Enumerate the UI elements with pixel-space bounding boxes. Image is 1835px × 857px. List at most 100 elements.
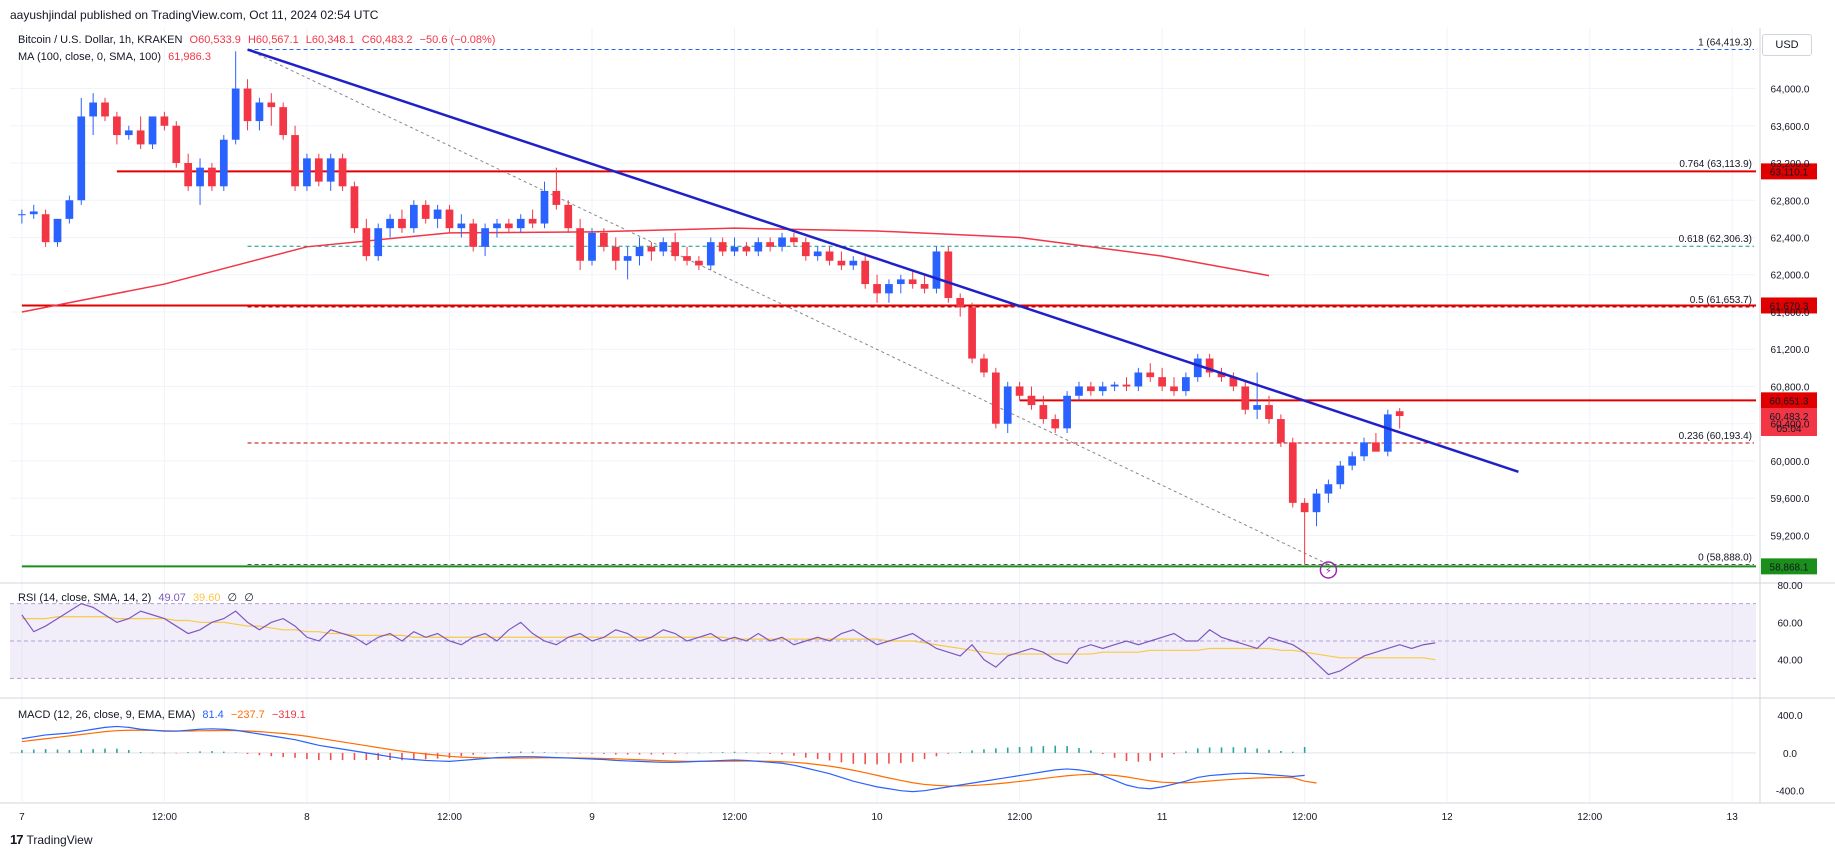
- candle-body: [920, 284, 929, 289]
- macd-hist-bar: [614, 752, 617, 755]
- macd-hist-bar: [353, 752, 356, 761]
- macd-hist-bar: [318, 752, 320, 761]
- macd-hist-bar: [1220, 747, 1223, 753]
- tradingview-logo: 17 TradingView: [10, 832, 93, 847]
- macd-hist-bar: [1291, 751, 1294, 753]
- macd-legend: MACD (12, 26, close, 9, EMA, EMA) 81.4 −…: [18, 709, 310, 721]
- macd-hist-bar: [187, 752, 189, 753]
- macd-hist-bar: [484, 752, 486, 754]
- candle-body: [124, 130, 133, 136]
- macd-hist-bar: [947, 752, 950, 754]
- symbol-legend: Bitcoin / U.S. Dollar, 1h, KRAKEN O60,53…: [18, 34, 499, 46]
- macd-hist-bar: [793, 752, 795, 756]
- time-tick-label: 12:00: [722, 812, 747, 823]
- candle-body: [1324, 484, 1333, 494]
- candle-body: [53, 218, 62, 243]
- macd-hist-bar: [234, 752, 237, 754]
- macd-hist-bar: [935, 752, 938, 757]
- candle-body: [1027, 395, 1036, 406]
- time-tick-label: 12:00: [1292, 812, 1317, 823]
- candle-body: [1086, 386, 1095, 392]
- macd-hist-bar: [175, 752, 178, 754]
- macd-hist-bar: [68, 750, 71, 753]
- macd-hist-bar: [1303, 747, 1306, 753]
- macd-hist-bar: [1018, 747, 1021, 753]
- macd-hist-bar: [104, 748, 106, 753]
- macd-hist-bar: [413, 752, 415, 760]
- ohlc-open: O60,533.9: [189, 34, 241, 46]
- candle-body: [374, 228, 383, 257]
- macd-hist-bar: [1244, 747, 1247, 753]
- trendline: ⚡: [247, 48, 1519, 579]
- macd-hist-bar: [294, 752, 296, 758]
- macd-label: MACD (12, 26, close, 9, EMA, EMA): [18, 709, 196, 721]
- candle-body: [968, 307, 976, 359]
- macd-hist-bar: [1280, 751, 1282, 753]
- candle-body: [1217, 372, 1226, 378]
- candle-body: [790, 237, 798, 243]
- lightning-icon: [1319, 561, 1338, 579]
- time-tick-label: 12: [1442, 812, 1454, 823]
- macd-hist-bar: [603, 752, 605, 754]
- candle-body: [303, 158, 311, 187]
- candle-body: [493, 223, 501, 229]
- candle-body: [813, 251, 822, 257]
- time-tick-label: 9: [589, 812, 595, 823]
- macd-hist-bar: [270, 752, 273, 757]
- price-axis: 64,000.0 63,600.0 63,200.0 62,800.0 62,400.0…: [1771, 85, 1810, 543]
- macd-hist-bar: [1268, 749, 1270, 753]
- candle-body: [433, 209, 442, 219]
- macd-hist-bar: [804, 752, 807, 758]
- time-tick-label: 12:00: [437, 812, 462, 823]
- candle-body: [160, 116, 169, 126]
- candle-body: [1300, 502, 1309, 513]
- macd-hist-bar: [508, 751, 510, 753]
- macd-hist-bar: [365, 752, 368, 761]
- candle-body: [956, 298, 965, 308]
- currency-button[interactable]: USD: [1762, 34, 1812, 56]
- rsi-tick-label: 80.00: [1777, 581, 1802, 592]
- candle-body: [65, 200, 74, 219]
- price-tick-label: 61,200.0: [1771, 345, 1810, 356]
- macd-hist-bar: [1161, 752, 1163, 758]
- rsi-value: 49.07: [158, 592, 186, 604]
- candle-body: [326, 158, 335, 182]
- candle-body: [778, 237, 786, 247]
- macd-hist-bar: [1030, 746, 1033, 753]
- candle-body: [932, 251, 941, 289]
- ohlc-change: −50.6 (−0.08%): [419, 34, 496, 46]
- candle-body: [1063, 395, 1071, 429]
- time-tick-label: 12:00: [1577, 812, 1602, 823]
- macd-hist-bar: [650, 752, 653, 755]
- level-price-label: 61,670.3: [1770, 301, 1809, 312]
- candle-body: [742, 246, 751, 252]
- macd-hist-bar: [80, 749, 83, 753]
- macd-hist-bar: [44, 749, 47, 753]
- macd-hist-bar: [1042, 746, 1045, 753]
- grid: [0, 28, 1835, 804]
- candle-body: [825, 251, 834, 261]
- macd-hist-bar: [698, 752, 700, 754]
- time-tick-label: 12:00: [152, 812, 177, 823]
- macd-hist-bar: [840, 752, 843, 763]
- candle-body: [314, 158, 323, 182]
- candle-body: [1039, 405, 1048, 420]
- candle-body: [279, 107, 288, 136]
- rsi-tick-label: 60.00: [1777, 618, 1802, 629]
- candle-body: [1182, 377, 1190, 392]
- ohlc-high: H60,567.1: [247, 34, 299, 46]
- ma-line: [21, 227, 1270, 313]
- macd-hist-bar: [377, 752, 380, 761]
- macd-hist-bar: [163, 752, 166, 754]
- candle-body: [421, 204, 430, 219]
- macd-hist-bar: [1078, 747, 1080, 753]
- candle-body: [101, 102, 109, 117]
- candle-body: [611, 246, 620, 261]
- macd-hist-bar: [199, 751, 201, 753]
- candle-body: [1360, 442, 1368, 457]
- macd-hist-bar: [971, 750, 973, 753]
- macd-hist-bar: [341, 752, 344, 761]
- macd-hist-bar: [781, 752, 783, 755]
- candle-body: [944, 251, 953, 299]
